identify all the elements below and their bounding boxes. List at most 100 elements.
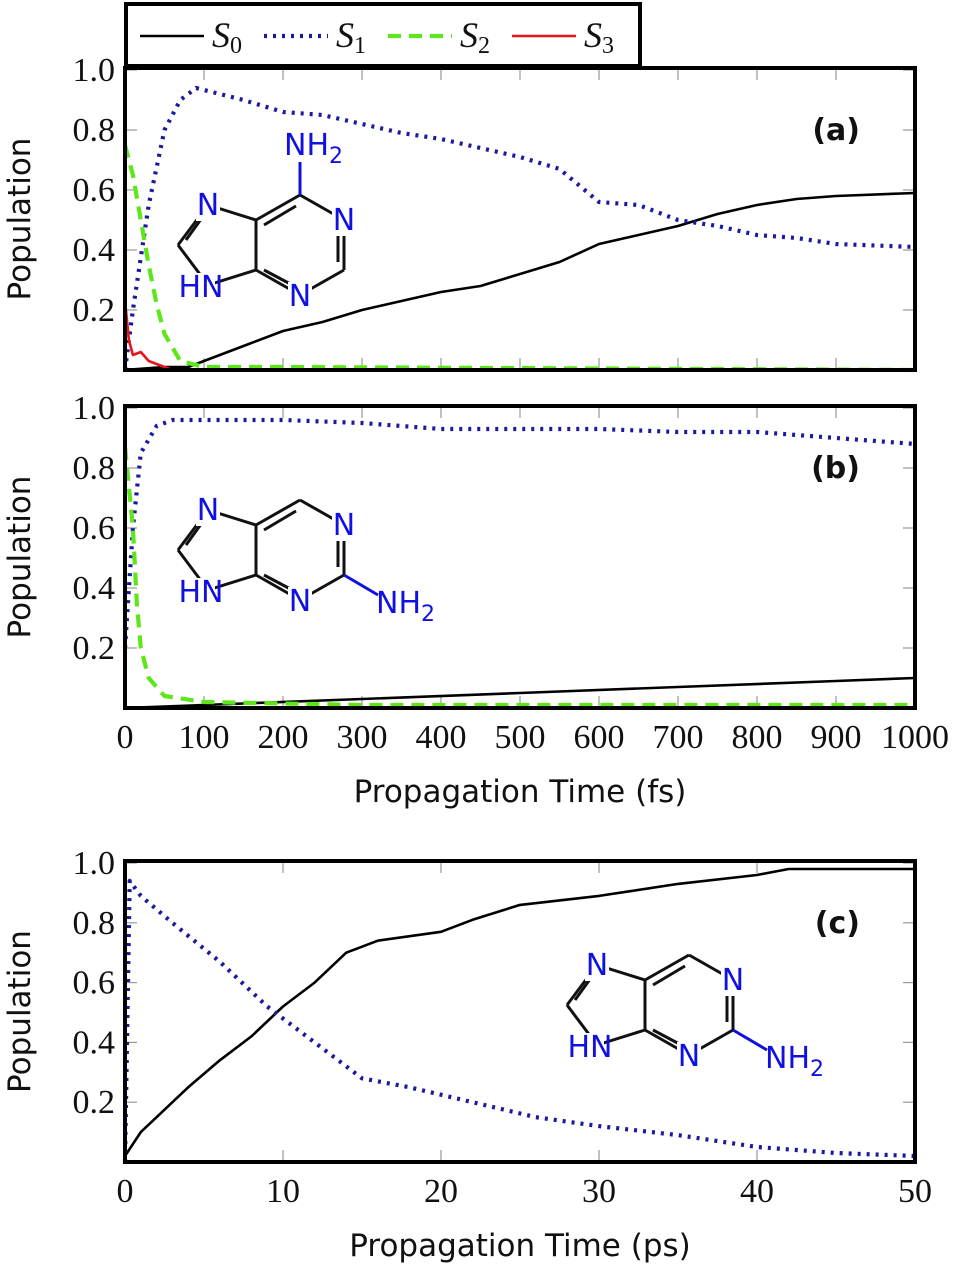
y-axis-label: Population	[2, 476, 38, 639]
atom-bg	[171, 273, 215, 303]
panel-a: 0.2 0.4 0.6 0.8 1.0 N HN N N NH2 (a) Population	[2, 52, 917, 373]
bond	[596, 1028, 646, 1047]
series-line-S2	[122, 144, 916, 373]
atom-n9: HN	[179, 270, 224, 305]
y-tick-label: 0.8	[73, 905, 116, 942]
atom-bg	[196, 496, 220, 526]
y-tick-label: 1.0	[73, 52, 116, 89]
y-tick-label: 0.2	[73, 1084, 116, 1121]
atom-n1: N	[722, 963, 744, 998]
atom-bg	[332, 206, 356, 236]
panel-b: 0.2 0.4 0.6 0.8 1.0 0 100 200 300 400 500 600 700 800…	[2, 390, 949, 810]
series-line-S0	[123, 867, 915, 1157]
plot-frame	[123, 404, 917, 710]
x-tick-label: 10	[266, 1173, 300, 1210]
y-tick-label: 1.0	[73, 845, 116, 882]
bond	[263, 509, 297, 532]
atom-bg	[585, 951, 609, 981]
atom-amino: NH2	[284, 128, 343, 169]
x-axis-label: Propagation Time (ps)	[349, 1228, 691, 1264]
bond	[644, 953, 690, 982]
atom-bg	[288, 282, 312, 312]
atom-n7: N	[586, 948, 608, 983]
y-tick-label: 0.4	[73, 1024, 116, 1061]
y-tick-label: 0.2	[73, 292, 116, 329]
y-tick-label: 0.6	[73, 965, 116, 1002]
y-axis-label: Population	[2, 930, 38, 1093]
y-tick-label: 0.2	[73, 630, 116, 667]
x-tick-label: 50	[898, 1173, 932, 1210]
x-tick-label: 40	[740, 1173, 774, 1210]
x-tick-label: 20	[424, 1173, 458, 1210]
x-tick-label: 100	[179, 719, 230, 756]
x-tick-label: 300	[337, 719, 388, 756]
molecule-structure: N HN N N NH2	[171, 493, 435, 627]
y-tick-label: 1.0	[73, 390, 116, 427]
x-tick-label: 400	[416, 719, 467, 756]
atom-n3: N	[678, 1039, 700, 1074]
x-tick-label: 500	[495, 719, 546, 756]
atom-bg	[196, 191, 220, 221]
atom-bg	[332, 511, 356, 541]
panel-c: 0.2 0.4 0.6 0.8 1.0 0 10 20 30 40 50 N HN N N NH2 (c) Pop…	[2, 845, 932, 1264]
legend-label-S2: S2	[460, 15, 490, 59]
series-line-S0	[124, 676, 916, 710]
bond	[652, 964, 686, 987]
atom-n1: N	[333, 203, 355, 238]
bond	[207, 573, 257, 592]
y-tick-label: 0.6	[73, 510, 116, 547]
bond	[255, 193, 301, 222]
x-tick-label: 700	[653, 719, 704, 756]
atom-bg	[677, 1042, 701, 1072]
x-tick-label: 0	[117, 719, 134, 756]
series-line-S2	[122, 446, 915, 708]
y-tick-label: 0.6	[73, 172, 116, 209]
series-line-S1	[122, 417, 916, 649]
panel-label: (c)	[815, 906, 860, 941]
plot-frame	[123, 66, 917, 372]
x-tick-label: 200	[258, 719, 309, 756]
plot-frame	[123, 859, 917, 1164]
x-tick-label: 600	[574, 719, 625, 756]
y-tick-label: 0.4	[73, 570, 116, 607]
series-line-S1	[122, 85, 916, 371]
y-axis-label: Population	[2, 138, 38, 301]
atom-n7: N	[197, 188, 219, 223]
legend-label-S1: S1	[336, 15, 366, 59]
x-axis-label: Propagation Time (fs)	[354, 774, 687, 810]
atom-n3: N	[289, 279, 311, 314]
atom-n7: N	[197, 493, 219, 528]
x-tick-label: 30	[582, 1173, 616, 1210]
atom-bg	[721, 966, 745, 996]
panel-label: (b)	[811, 451, 860, 486]
atom-amino: NH2	[376, 586, 435, 627]
legend: S0 S1 S2 S3	[124, 2, 642, 68]
atom-bg	[171, 578, 215, 608]
bond	[732, 1028, 768, 1052]
bond	[343, 573, 379, 597]
bond	[255, 498, 301, 527]
bond	[207, 268, 257, 287]
molecule-structure: N HN N N NH2	[560, 948, 824, 1082]
panel-label: (a)	[812, 113, 860, 148]
molecule-structure: N HN N N NH2	[171, 128, 356, 314]
atom-bg	[288, 587, 312, 617]
atom-n1: N	[333, 508, 355, 543]
x-tick-label: 1000	[881, 719, 949, 756]
y-tick-label: 0.4	[73, 232, 116, 269]
series-line-S0	[124, 191, 916, 372]
legend-label-S3: S3	[584, 15, 614, 59]
atom-n9: HN	[179, 575, 224, 610]
y-tick-label: 0.8	[73, 450, 116, 487]
atom-amino: NH2	[765, 1041, 824, 1082]
legend-label-S0: S0	[212, 15, 242, 59]
atom-bg	[560, 1033, 604, 1063]
bond	[263, 204, 297, 227]
y-tick-label: 0.8	[73, 112, 116, 149]
atom-n3: N	[289, 584, 311, 619]
x-tick-label: 0	[117, 1173, 134, 1210]
x-tick-label: 800	[732, 719, 783, 756]
series-line-S1	[122, 878, 916, 1163]
x-tick-label: 900	[811, 719, 862, 756]
